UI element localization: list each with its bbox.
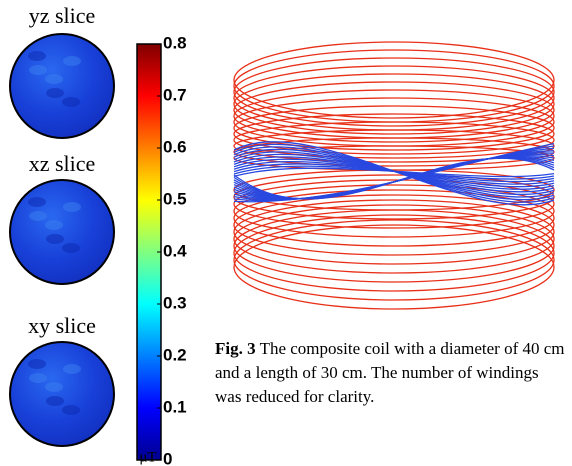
slice-patch <box>28 359 46 369</box>
coil-winding <box>234 58 554 126</box>
slice-label: xz slice <box>29 151 96 176</box>
slice-patch <box>63 202 81 212</box>
coil-winding <box>234 185 554 237</box>
slice-patch <box>62 97 80 107</box>
slice-patch <box>63 56 81 66</box>
slice-patch <box>46 396 64 406</box>
slice-map <box>10 180 114 284</box>
slice-patch <box>28 197 46 207</box>
coil-winding <box>234 220 554 300</box>
slice-patch <box>28 51 46 61</box>
slice-map <box>10 34 114 138</box>
slice-patch <box>62 405 80 415</box>
coil-winding <box>234 122 554 158</box>
coil-winding <box>234 159 554 186</box>
colorbar-tick-label: 0.7 <box>163 85 187 104</box>
coil-drawing <box>234 42 554 309</box>
caption-label: Fig. 3 <box>215 339 256 358</box>
caption-text: The composite coil with a diameter of 40… <box>215 339 565 406</box>
slice-patch <box>29 373 47 383</box>
colorbar-tick-label: 0.2 <box>163 345 187 364</box>
caption: Fig. 3 The composite coil with a diamete… <box>215 337 565 409</box>
coil-winding <box>234 215 554 291</box>
colorbar-unit: μT <box>139 449 156 465</box>
colorbar-tick-label: 0.5 <box>163 189 187 208</box>
slice-label: yz slice <box>29 3 96 28</box>
slices: yz slice xz slice xy slice <box>10 3 114 446</box>
coil-winding <box>234 74 554 134</box>
coil-winding <box>234 50 554 122</box>
slice-patch <box>46 88 64 98</box>
slice-patch <box>29 65 47 75</box>
slice-patch <box>45 220 63 230</box>
slice-patch <box>62 243 80 253</box>
coil-winding <box>234 106 554 150</box>
slice-map <box>10 342 114 446</box>
colorbar-tick-label: 0.3 <box>163 293 187 312</box>
slice-patch <box>45 382 63 392</box>
colorbar-tick-label: 0.1 <box>163 397 187 416</box>
colorbar-tick-label: 0.8 <box>163 33 187 52</box>
slice-label: xy slice <box>28 313 96 338</box>
colorbar-tick-label: 0.4 <box>163 241 187 260</box>
colorbar-tick-label: 0 <box>163 449 172 466</box>
colorbar-tick-label: 0.6 <box>163 137 187 156</box>
slice-patch <box>46 234 64 244</box>
slice-patch <box>45 74 63 84</box>
slice-patch <box>63 364 81 374</box>
figure: yz slice xz slice xy slice 0 0.1 0.2 0.3 0.4 0.… <box>0 0 572 466</box>
slice-patch <box>29 211 47 221</box>
